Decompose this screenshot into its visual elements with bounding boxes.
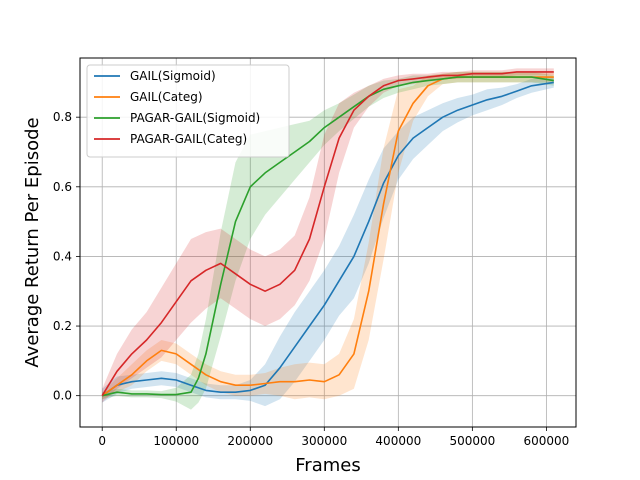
band-gail-sigmoid — [102, 77, 554, 407]
band-gail-categ — [102, 71, 554, 400]
x-tick-label: 400000 — [375, 434, 421, 448]
y-tick-label: 0.6 — [53, 180, 72, 194]
legend-label: PAGAR-GAIL(Sigmoid) — [130, 111, 260, 125]
x-tick-label: 100000 — [153, 434, 199, 448]
series-line-pagar-gail-categ — [101, 71, 554, 397]
series-line-pagar-gail-sigmoid — [102, 76, 554, 397]
y-tick-label: 0.8 — [53, 110, 72, 124]
x-axis-label: Frames — [295, 455, 360, 476]
legend-label: GAIL(Categ) — [130, 90, 203, 104]
legend-box — [86, 64, 290, 158]
legend-label: PAGAR-GAIL(Categ) — [130, 132, 247, 146]
legend-label: GAIL(Sigmoid) — [130, 69, 216, 83]
y-tick-label: 0.0 — [53, 389, 72, 403]
legend: GAIL(Sigmoid) GAIL(Categ) PAGAR-GAIL(Sigmo… — [86, 64, 290, 158]
series-lines — [101, 71, 554, 397]
band-pagar-gail-sigmoid — [102, 71, 554, 410]
x-tick-label: 600000 — [523, 434, 569, 448]
confidence-bands — [102, 68, 554, 410]
x-tick-label: 300000 — [301, 434, 347, 448]
y-tick-label: 0.2 — [53, 319, 72, 333]
ticks: 0 100000 200000 300000 400000 500000 600000 0.0… — [53, 110, 569, 448]
plot-frame — [79, 57, 577, 428]
series-line-gail-sigmoid — [101, 81, 554, 397]
y-tick-label: 0.4 — [53, 249, 72, 263]
x-tick-label: 500000 — [449, 434, 495, 448]
y-axis-label: Average Return Per Episode — [22, 117, 43, 367]
x-tick-label: 200000 — [227, 434, 273, 448]
band-pagar-gail-categ — [102, 68, 554, 403]
x-tick-label: 0 — [98, 434, 106, 448]
